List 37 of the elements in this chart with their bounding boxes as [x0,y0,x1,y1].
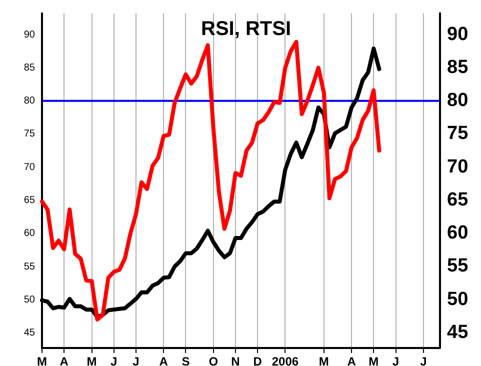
y2-tick-label: 90 [447,24,468,45]
x-tick-label: A [159,354,168,366]
y-tick-label: 55 [24,261,36,272]
y2-tick-label: 85 [447,56,469,78]
y-tick-label: 90 [24,29,36,40]
x-tick-label: M [368,354,379,366]
x-tick-label: S [182,354,190,366]
y2-tick-label: 50 [447,288,468,310]
y-tick-label: 45 [24,328,36,339]
y-tick-label: 75 [24,128,36,140]
y-tick-label: 80 [24,96,36,107]
x-tick-label: A [60,354,69,366]
x-tick-label: D [253,354,262,366]
x-tick-label: 2006 [272,354,299,366]
y2-tick-label: 70 [447,156,468,178]
y-tick-label: 60 [24,228,36,240]
x-tick-label: N [231,354,240,366]
y-tick-label: 85 [24,62,36,74]
x-tick-label: M [318,354,329,366]
x-tick-label: J [392,354,400,366]
x-tick-label: A [347,354,356,366]
x-tick-label: M [37,354,47,366]
y2-tick-label: 65 [447,189,469,210]
y2-tick-label: 60 [447,222,468,244]
x-tick-label: M [86,354,97,366]
y2-tick-label: 75 [447,123,469,144]
x-tick-label: O [208,354,218,366]
y-tick-label: 50 [24,294,36,306]
x-tick-label: J [420,354,427,366]
y2-tick-label: 80 [447,90,468,112]
y-tick-label: 70 [24,162,36,173]
y2-tick-label: 55 [447,256,469,277]
y2-tick-label: 45 [447,322,469,343]
x-tick-label: J [132,354,140,366]
x-tick-label: J [110,354,118,366]
y-tick-label: 65 [24,194,36,206]
chart-title: RSI, RTSI [200,18,292,40]
